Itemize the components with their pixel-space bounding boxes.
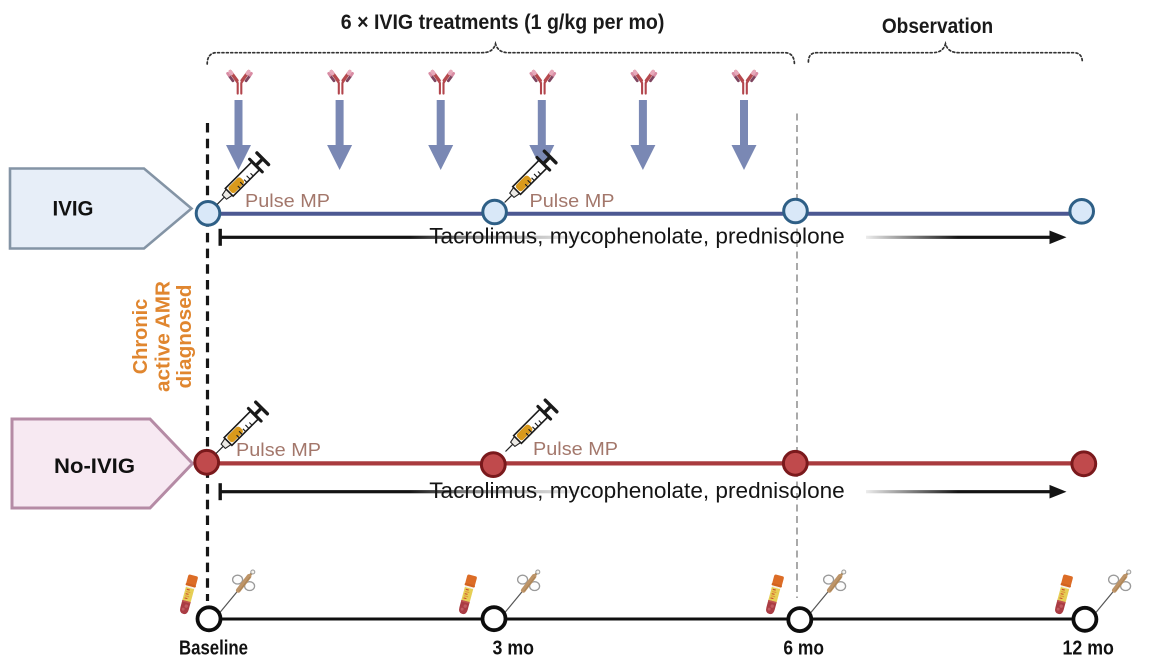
svg-text:6 × IVIG treatments (1 g/kg pe: 6 × IVIG treatments (1 g/kg per mo) [341, 11, 665, 34]
svg-text:Pulse MP: Pulse MP [236, 440, 321, 460]
svg-text:Tacrolimus, mycophenolate, pre: Tacrolimus, mycophenolate, prednisolone [429, 224, 845, 249]
svg-text:No-IVIG: No-IVIG [54, 455, 135, 478]
svg-text:Pulse MP: Pulse MP [530, 191, 615, 211]
svg-text:diagnosed: diagnosed [174, 285, 196, 389]
svg-text:Pulse MP: Pulse MP [533, 439, 618, 459]
svg-text:3 mo: 3 mo [493, 638, 535, 660]
svg-text:Baseline: Baseline [179, 638, 248, 660]
svg-text:Tacrolimus, mycophenolate, pre: Tacrolimus, mycophenolate, prednisolone [429, 478, 845, 503]
svg-text:Observation: Observation [882, 15, 993, 38]
svg-text:active AMR: active AMR [152, 280, 174, 392]
svg-text:IVIG: IVIG [53, 198, 94, 221]
svg-text:Chronic: Chronic [130, 299, 152, 375]
svg-text:Pulse MP: Pulse MP [245, 191, 330, 211]
svg-text:12 mo: 12 mo [1063, 638, 1114, 660]
svg-text:6 mo: 6 mo [783, 638, 824, 660]
